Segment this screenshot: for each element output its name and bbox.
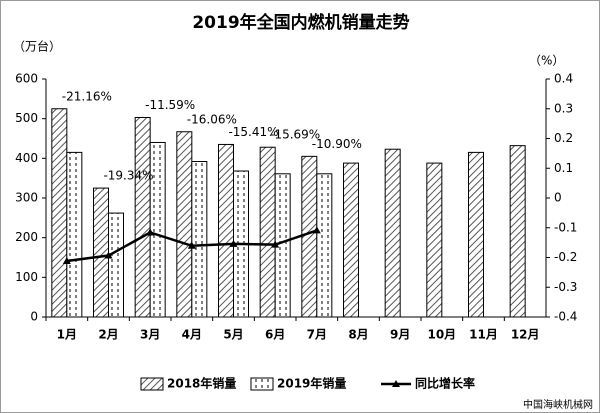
legend-swatch [140, 377, 164, 391]
data-label: -16.06% [187, 112, 237, 126]
bar [343, 162, 359, 318]
bar [259, 146, 276, 318]
chart-title: 2019年全国内燃机销量走势 [192, 12, 409, 33]
bar [51, 108, 68, 318]
data-label: -15.69% [270, 128, 320, 142]
legend-marker [392, 380, 400, 387]
y-tick-label: 100 [15, 270, 38, 284]
y-tick-label: 0 [30, 310, 38, 324]
y-tick-label: 400 [15, 151, 38, 165]
x-tick-label: 6月 [265, 328, 285, 342]
bar [134, 116, 151, 318]
bar [316, 173, 333, 318]
y-tick-label: 200 [15, 230, 38, 244]
legend-label: 2018年销量 [167, 376, 236, 391]
marker [229, 239, 238, 247]
y2-tick-label: -0.2 [554, 250, 577, 264]
x-tick-label: 2月 [98, 328, 118, 342]
x-tick-label: 12月 [511, 328, 540, 342]
source: 中国海峡机械网 [523, 398, 593, 411]
legend-swatch [250, 377, 274, 391]
y2-tick-label: -0.1 [554, 220, 577, 234]
marker [271, 240, 280, 248]
x-tick-label: 5月 [223, 328, 243, 342]
y2-tick-label: -0.3 [554, 280, 577, 294]
bar [191, 161, 208, 318]
y-axis-label: （万台） [13, 39, 61, 54]
bar [426, 162, 443, 318]
legend-label: 2019年销量 [277, 376, 346, 391]
y-tick-label: 300 [15, 191, 38, 205]
bar [108, 212, 124, 318]
bar [218, 143, 234, 318]
data-label: -19.34% [103, 169, 153, 183]
x-tick-label: 3月 [140, 328, 160, 342]
x-tick-label: 8月 [348, 328, 368, 342]
bar [176, 131, 193, 318]
y2-tick-label: -0.4 [554, 310, 577, 324]
bar [384, 148, 401, 318]
data-label: -11.59% [145, 98, 195, 112]
x-tick-label: 9月 [390, 328, 410, 342]
marker [312, 226, 321, 234]
x-tick-label: 7月 [307, 328, 327, 342]
data-label: -21.16% [62, 89, 112, 103]
marker [62, 256, 71, 264]
marker [187, 241, 196, 249]
bar [66, 151, 83, 318]
legend-label: 同比增长率 [415, 376, 475, 391]
bar [468, 151, 484, 318]
y-tick-label: 500 [15, 111, 38, 125]
bar [509, 145, 526, 318]
y2-tick-label: 0.1 [554, 161, 573, 175]
bar [301, 155, 318, 318]
y2-tick-label: 0.4 [554, 72, 573, 86]
x-tick-label: 11月 [469, 328, 498, 342]
x-tick-label: 4月 [182, 328, 202, 342]
x-tick-label: 1月 [57, 328, 77, 342]
y2-tick-label: 0.3 [554, 101, 573, 115]
y-tick-label: 600 [15, 72, 38, 86]
marker [146, 228, 155, 236]
y2-tick-label: 0 [554, 191, 562, 205]
marker [104, 251, 113, 259]
data-label: -10.90% [312, 137, 362, 151]
y2-axis-label: （%） [529, 54, 564, 68]
y2-tick-label: 0.2 [554, 131, 573, 145]
data-label: -15.41% [228, 125, 278, 139]
bar [93, 187, 109, 318]
x-tick-label: 10月 [427, 328, 456, 342]
